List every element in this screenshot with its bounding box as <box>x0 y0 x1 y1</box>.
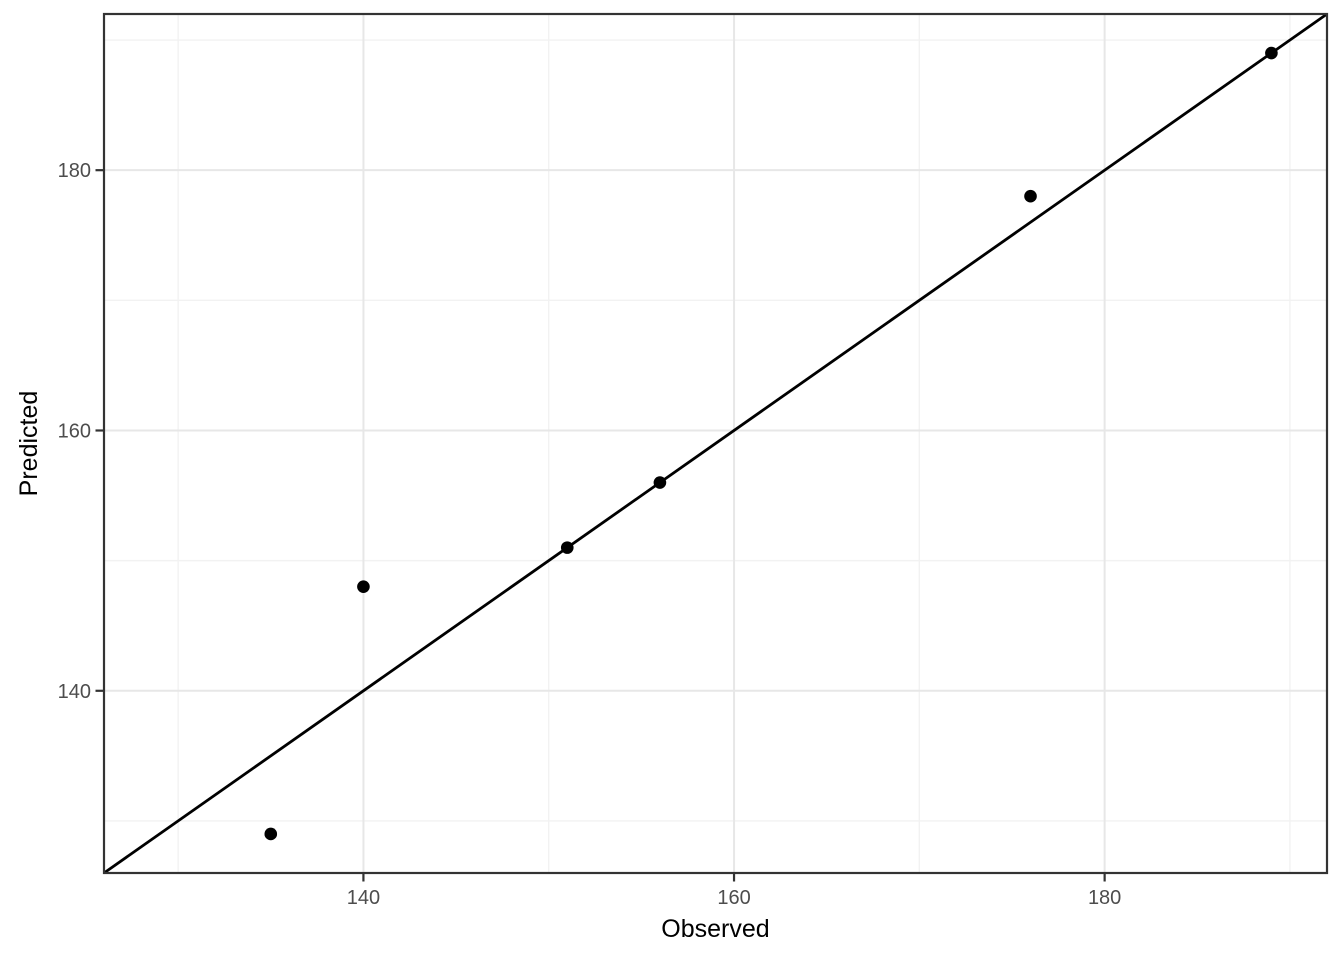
major-gridlines <box>104 14 1327 873</box>
data-point <box>357 580 370 593</box>
x-tick-label: 160 <box>717 887 750 909</box>
data-point <box>653 476 667 489</box>
minor-gridlines <box>104 14 1327 873</box>
y-tick-label: 140 <box>58 681 91 703</box>
axis-ticks <box>95 169 1106 882</box>
y-tick-label: 180 <box>58 160 91 182</box>
x-axis-title: Observed <box>661 915 769 943</box>
y-axis-title: Predicted <box>15 391 43 497</box>
x-tick-label: 140 <box>347 887 380 909</box>
data-points <box>264 46 1278 841</box>
data-point <box>560 541 574 554</box>
identity-line <box>103 12 1328 875</box>
x-tick-label: 180 <box>1088 887 1121 909</box>
data-point <box>1265 46 1278 60</box>
x-axis-tick-labels: 140 160 180 <box>347 887 1122 909</box>
y-axis-tick-labels: 140 160 180 <box>58 160 91 703</box>
panel-border <box>102 12 1329 875</box>
data-point <box>1024 189 1037 203</box>
data-point <box>264 827 278 841</box>
y-tick-label: 160 <box>58 420 91 442</box>
